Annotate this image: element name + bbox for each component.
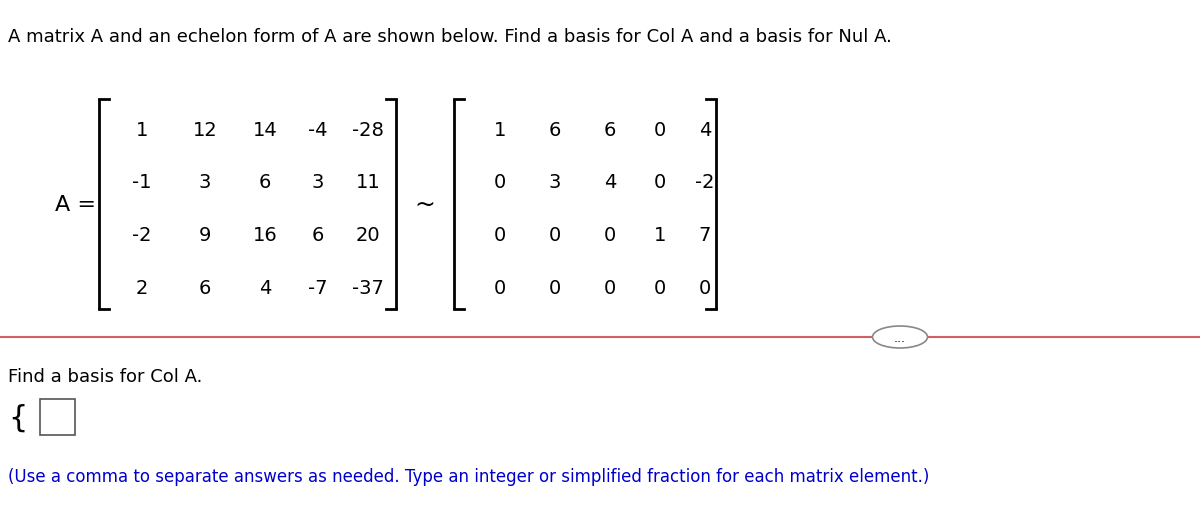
- Text: 0: 0: [654, 279, 666, 298]
- Text: 20: 20: [355, 226, 380, 245]
- Text: 14: 14: [253, 120, 277, 139]
- Text: 3: 3: [548, 173, 562, 192]
- Text: 9: 9: [199, 226, 211, 245]
- Text: A matrix A and an echelon form of A are shown below. Find a basis for Col A and : A matrix A and an echelon form of A are …: [8, 28, 892, 46]
- Text: 0: 0: [494, 279, 506, 298]
- FancyBboxPatch shape: [40, 399, 74, 435]
- Text: 6: 6: [604, 120, 616, 139]
- Text: 4: 4: [259, 279, 271, 298]
- Text: 3: 3: [199, 173, 211, 192]
- Text: 0: 0: [654, 120, 666, 139]
- Text: A =: A =: [55, 194, 96, 215]
- Text: 12: 12: [193, 120, 217, 139]
- Text: 6: 6: [259, 173, 271, 192]
- Text: Find a basis for Col A.: Find a basis for Col A.: [8, 367, 203, 385]
- Text: -4: -4: [308, 120, 328, 139]
- Text: 3: 3: [312, 173, 324, 192]
- Text: 2: 2: [136, 279, 148, 298]
- Text: 16: 16: [253, 226, 277, 245]
- Text: -1: -1: [132, 173, 151, 192]
- Text: 1: 1: [136, 120, 148, 139]
- Text: 1: 1: [494, 120, 506, 139]
- Text: (Use a comma to separate answers as needed. Type an integer or simplified fracti: (Use a comma to separate answers as need…: [8, 467, 929, 485]
- Text: 0: 0: [604, 226, 616, 245]
- Text: 6: 6: [548, 120, 562, 139]
- Text: 0: 0: [698, 279, 712, 298]
- Text: -2: -2: [132, 226, 151, 245]
- Text: 6: 6: [312, 226, 324, 245]
- Text: 11: 11: [355, 173, 380, 192]
- Text: ...: ...: [894, 331, 906, 344]
- Text: -7: -7: [308, 279, 328, 298]
- Text: 4: 4: [604, 173, 616, 192]
- Text: -2: -2: [695, 173, 715, 192]
- Text: 0: 0: [604, 279, 616, 298]
- Text: -28: -28: [352, 120, 384, 139]
- Text: 0: 0: [654, 173, 666, 192]
- Text: 4: 4: [698, 120, 712, 139]
- Text: 0: 0: [494, 173, 506, 192]
- Text: 0: 0: [548, 226, 562, 245]
- Text: 0: 0: [548, 279, 562, 298]
- Text: 1: 1: [654, 226, 666, 245]
- Text: 7: 7: [698, 226, 712, 245]
- Text: 0: 0: [494, 226, 506, 245]
- Text: ~: ~: [414, 192, 436, 216]
- Text: 6: 6: [199, 279, 211, 298]
- Ellipse shape: [872, 326, 928, 348]
- Text: -37: -37: [352, 279, 384, 298]
- Text: {: {: [8, 403, 28, 432]
